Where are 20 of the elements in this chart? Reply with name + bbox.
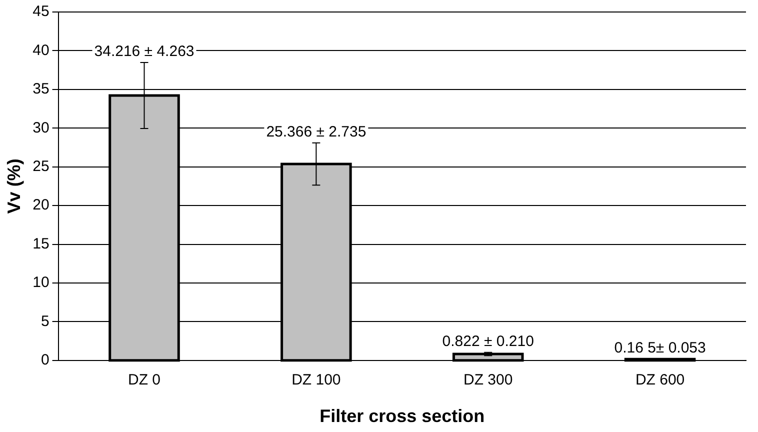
y-tick-label: 45: [32, 3, 50, 20]
x-tick-label: DZ 100: [292, 372, 341, 389]
data-label: 25.366 ± 2.735: [266, 123, 366, 140]
x-tick-label: DZ 0: [128, 372, 161, 389]
data-label: 0.16 5± 0.053: [614, 339, 706, 356]
y-tick-label: 40: [32, 42, 50, 59]
y-tick-label: 10: [32, 274, 50, 292]
y-tick-label: 5: [40, 312, 50, 330]
y-tick-label: 20: [32, 196, 50, 214]
y-tick-label: 15: [32, 235, 50, 252]
y-axis-title: Vv (%): [4, 158, 24, 214]
y-tick-label: 0: [40, 352, 50, 369]
data-label: 0.822 ± 0.210: [442, 333, 534, 350]
y-tick-label: 25: [32, 158, 50, 175]
y-tick-label: 30: [32, 119, 50, 136]
data-label: 34.216 ± 4.263: [94, 43, 194, 60]
x-axis-title: Filter cross section: [320, 406, 485, 426]
x-tick-label: DZ 600: [635, 372, 685, 389]
x-tick-label: DZ 300: [464, 372, 513, 389]
y-tick-label: 35: [32, 80, 50, 98]
